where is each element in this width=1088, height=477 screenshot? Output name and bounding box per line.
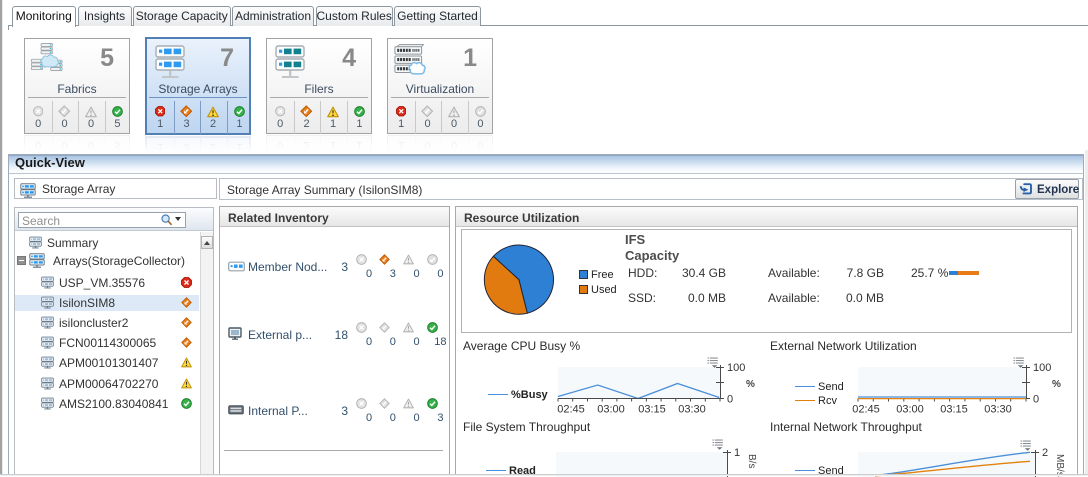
svg-text:MB/s: MB/s	[1054, 454, 1065, 477]
svg-text:03:00: 03:00	[896, 404, 924, 416]
svg-text:03:30: 03:30	[984, 404, 1012, 416]
svg-text:100: 100	[1033, 362, 1051, 374]
svg-text:03:15: 03:15	[940, 404, 968, 416]
svg-text:100: 100	[727, 362, 745, 374]
svg-text:%: %	[1052, 379, 1061, 390]
svg-text:02:45: 02:45	[557, 404, 585, 416]
svg-text:B/s: B/s	[746, 454, 757, 468]
svg-text:1: 1	[734, 447, 740, 459]
svg-text:2: 2	[1042, 447, 1048, 459]
svg-text:02:45: 02:45	[852, 404, 880, 416]
svg-text:03:00: 03:00	[597, 404, 625, 416]
svg-text:0: 0	[727, 394, 733, 406]
svg-text:03:30: 03:30	[678, 404, 706, 416]
svg-text:%: %	[746, 379, 755, 390]
svg-text:0: 0	[1033, 394, 1039, 406]
svg-text:03:15: 03:15	[638, 404, 666, 416]
